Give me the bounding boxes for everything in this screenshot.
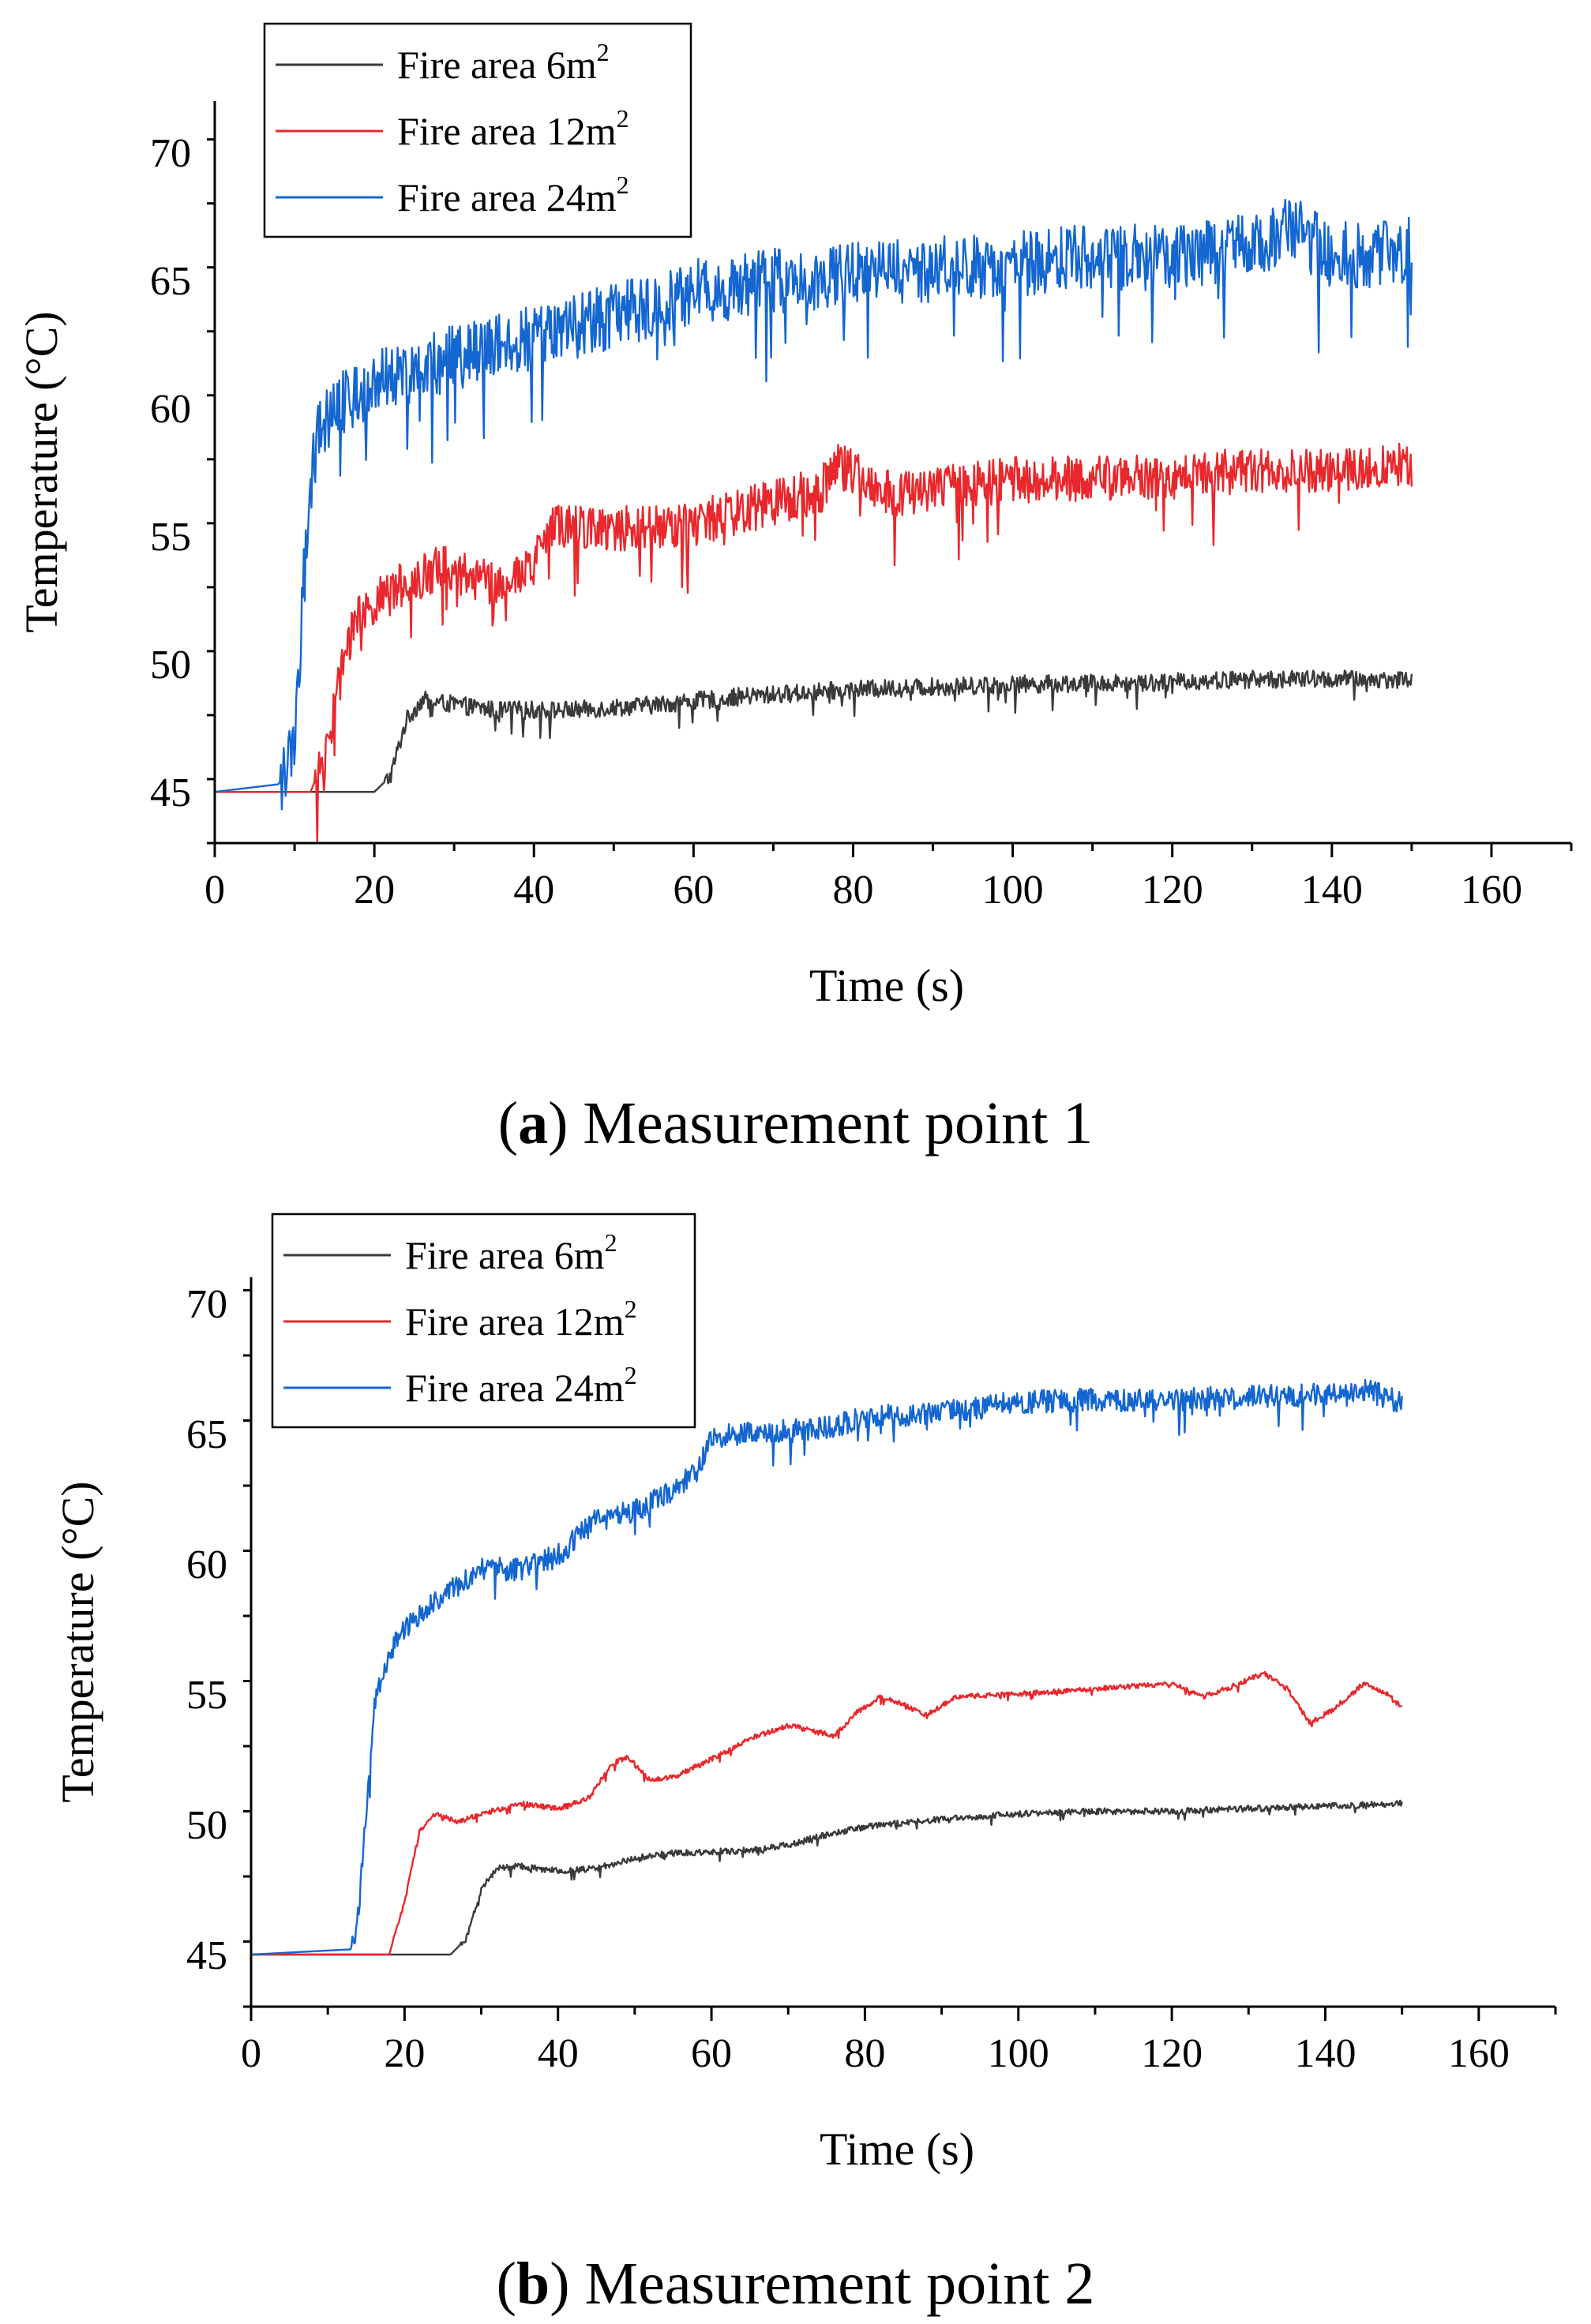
chart-a: 45 50 55 60 65 70 0 20 40 60 80 100 120 140 160 Time (s… [16, 22, 1573, 1011]
legend-label: Fire area 24m2 [405, 1361, 637, 1410]
legend-label: Fire area 24m2 [397, 171, 629, 219]
series-line-2 [250, 1378, 1403, 1956]
x-axis-label: Time (s) [809, 960, 964, 1011]
series-line-0 [251, 1799, 1403, 1956]
x-tick-label: 0 [205, 868, 225, 913]
legend-label-superscript: 2 [617, 104, 629, 133]
y-axis-label: Temperature (°C) [16, 311, 67, 632]
y-tick-label: 70 [150, 131, 191, 176]
y-tick-label: 55 [150, 515, 191, 560]
x-tick-label: 80 [832, 868, 873, 913]
x-tick-label: 100 [988, 2031, 1049, 2076]
legend-label: Fire area 6m2 [405, 1228, 617, 1277]
series-line-1 [251, 1670, 1403, 1956]
chart-panel-a: 45 50 55 60 65 70 0 20 40 60 80 100 120 140 160 Time (s… [16, 22, 1573, 1156]
legend-label-text: Fire area 24m [405, 1366, 625, 1410]
y-tick-label: 60 [186, 1542, 227, 1587]
legend-label: Fire area 12m2 [397, 104, 629, 153]
x-tick-label: 140 [1301, 868, 1363, 913]
legend-label: Fire area 6m2 [397, 38, 610, 87]
legend-label-text: Fire area 6m [397, 43, 597, 87]
y-tick-label: 50 [186, 1803, 227, 1848]
legend-label-text: Fire area 24m [397, 175, 617, 219]
legend-label: Fire area 12m2 [405, 1295, 637, 1344]
legend-label-superscript: 2 [597, 38, 610, 66]
series-line-2 [214, 198, 1413, 811]
legend-label-text: Fire area 12m [397, 109, 617, 153]
x-tick-label: 160 [1461, 868, 1522, 913]
x-tick-label: 120 [1141, 2031, 1203, 2076]
legend-label-text: Fire area 6m [405, 1233, 605, 1277]
y-axis-label: Temperature (°C) [52, 1481, 103, 1802]
y-tick-label: 55 [186, 1673, 227, 1718]
x-axis-label: Time (s) [820, 2123, 974, 2175]
chart-b: 45 50 55 60 65 70 0 20 40 60 80 100 120 140 160 Time (s… [52, 1213, 1557, 2175]
legend-label-text: Fire area 12m [405, 1299, 625, 1344]
legend-label-superscript: 2 [617, 171, 629, 199]
legend-label-superscript: 2 [605, 1228, 617, 1257]
y-tick-label: 50 [150, 643, 191, 688]
caption-a-letter: a [518, 1090, 549, 1156]
y-tick-label: 45 [186, 1933, 227, 1978]
caption-a: (a) Measurement point 1 [497, 1090, 1094, 1156]
x-tick-label: 100 [982, 868, 1044, 913]
chart-panel-b: 45 50 55 60 65 70 0 20 40 60 80 100 120 140 160 Time (s… [0, 1176, 1591, 2324]
y-tick-label: 45 [150, 770, 191, 815]
y-tick-label: 65 [186, 1412, 227, 1457]
caption-b: (b) Measurement point 2 [496, 2251, 1095, 2317]
x-tick-label: 40 [513, 868, 554, 913]
x-tick-label: 40 [538, 2031, 579, 2076]
caption-b-letter: b [516, 2251, 550, 2317]
y-tick-label: 65 [150, 259, 191, 304]
y-tick-label: 60 [150, 387, 191, 432]
caption-b-text: Measurement point 2 [584, 2251, 1095, 2317]
x-tick-label: 160 [1448, 2031, 1510, 2076]
x-tick-label: 140 [1294, 2031, 1356, 2076]
x-tick-label: 60 [673, 868, 714, 913]
legend-label-superscript: 2 [625, 1295, 637, 1323]
series-line-1 [215, 442, 1413, 845]
x-tick-label: 80 [844, 2031, 885, 2076]
series-line-0 [215, 669, 1413, 793]
x-tick-label: 60 [691, 2031, 732, 2076]
x-tick-label: 20 [384, 2031, 425, 2076]
x-tick-label: 120 [1142, 868, 1203, 913]
caption-a-text: Measurement point 1 [583, 1090, 1094, 1156]
x-tick-label: 20 [354, 868, 395, 913]
legend-label-superscript: 2 [625, 1361, 637, 1389]
x-tick-label: 0 [241, 2031, 261, 2076]
y-tick-label: 70 [186, 1282, 227, 1327]
